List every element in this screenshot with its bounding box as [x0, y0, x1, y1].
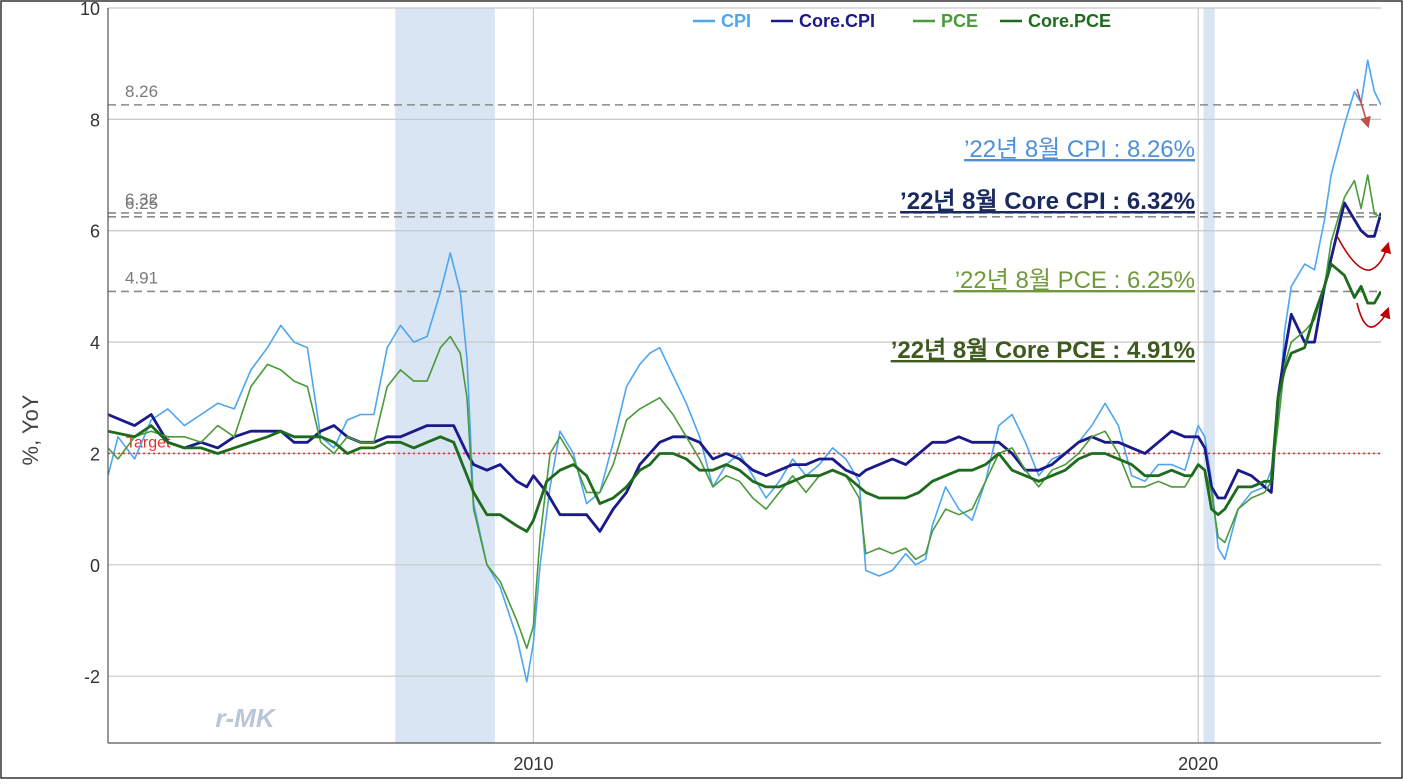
- y-tick-label: 4: [90, 333, 100, 353]
- x-tick-label: 2010: [513, 754, 553, 774]
- x-tick-label: 2020: [1178, 754, 1218, 774]
- annotation-text: ’22년 8월 Core CPI : 6.32%: [900, 188, 1195, 215]
- series-line-cpi: [108, 59, 1381, 683]
- reference-label: 6.32: [125, 190, 158, 209]
- y-tick-label: -2: [84, 667, 100, 687]
- y-tick-label: 0: [90, 556, 100, 576]
- y-tick-label: 10: [80, 0, 100, 19]
- legend-label: Core.PCE: [1028, 11, 1111, 31]
- arrow-icon: [1356, 88, 1371, 129]
- y-tick-label: 8: [90, 110, 100, 130]
- recession-band: [1203, 8, 1215, 743]
- y-axis-label: %, YoY: [18, 394, 43, 465]
- y-tick-label: 6: [90, 222, 100, 242]
- legend-label: CPI: [721, 11, 751, 31]
- reference-label: 6.25: [125, 194, 158, 213]
- recession-band: [395, 8, 495, 743]
- watermark: r-MK: [215, 703, 276, 733]
- series-line-pce: [108, 174, 1381, 650]
- legend-label: PCE: [941, 11, 978, 31]
- y-tick-label: 2: [90, 444, 100, 464]
- reference-label: 8.26: [125, 82, 158, 101]
- series-line-core-pce: [108, 262, 1381, 533]
- reference-label: 4.91: [125, 268, 158, 287]
- arrow-icon: [1336, 235, 1392, 271]
- legend-label: Core.CPI: [799, 11, 875, 31]
- series-line-core-cpi: [108, 201, 1381, 533]
- arrow-icon: [1356, 302, 1391, 328]
- annotation-text: ’22년 8월 CPI : 8.26%: [964, 136, 1195, 163]
- annotation-text: ’22년 8월 PCE : 6.25%: [955, 267, 1195, 294]
- target-label: Target: [126, 434, 171, 451]
- annotation-text: ’22년 8월 Core PCE : 4.91%: [891, 337, 1195, 364]
